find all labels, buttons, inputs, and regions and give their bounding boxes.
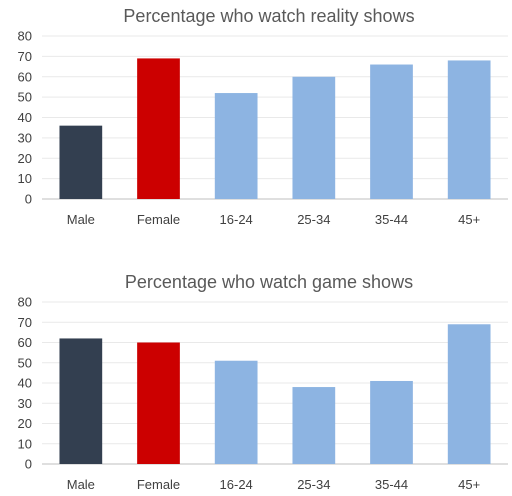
bar-male xyxy=(59,125,103,199)
x-category-label: 25-34 xyxy=(297,477,330,492)
y-tick-label: 70 xyxy=(18,315,32,330)
bar-25-34 xyxy=(292,76,336,199)
y-tick-label: 30 xyxy=(18,130,32,145)
reality-shows-chart: Percentage who watch reality shows 0 10 20 3… xyxy=(18,6,508,227)
y-tick-label: 40 xyxy=(18,376,32,391)
bar-female xyxy=(137,342,180,464)
game-shows-chart: Percentage who watch game shows 0 10 20 30 40… xyxy=(18,272,508,492)
y-tick-label: 70 xyxy=(18,49,32,64)
y-tick-label: 10 xyxy=(18,171,32,186)
chart-title: Percentage who watch reality shows xyxy=(123,6,414,26)
y-tick-label: 30 xyxy=(18,396,32,411)
bar-45- xyxy=(447,60,491,200)
y-tick-label: 60 xyxy=(18,69,32,84)
bar-35-44 xyxy=(370,380,413,464)
x-category-label: 35-44 xyxy=(375,212,408,227)
x-category-label: 35-44 xyxy=(375,477,408,492)
x-category-label: 16-24 xyxy=(220,212,253,227)
bar-female xyxy=(137,58,180,199)
y-tick-label: 20 xyxy=(18,151,32,166)
y-tick-label: 60 xyxy=(18,335,32,350)
x-category-label: Female xyxy=(137,212,180,227)
y-tick-label: 80 xyxy=(18,295,32,310)
y-tick-label: 10 xyxy=(18,436,32,451)
x-category-label: 16-24 xyxy=(220,477,253,492)
bar-male xyxy=(59,338,103,464)
x-category-label: Male xyxy=(67,477,95,492)
y-tick-label: 40 xyxy=(18,110,32,125)
bar-45- xyxy=(447,324,491,464)
x-category-label: 45+ xyxy=(458,477,480,492)
y-tick-label: 0 xyxy=(25,457,32,472)
y-tick-label: 50 xyxy=(18,90,32,105)
x-category-label: Female xyxy=(137,477,180,492)
bar-16-24 xyxy=(214,360,258,464)
bar-16-24 xyxy=(214,93,258,199)
x-category-label: Male xyxy=(67,212,95,227)
chart-title: Percentage who watch game shows xyxy=(125,272,413,292)
x-category-label: 45+ xyxy=(458,212,480,227)
bar-35-44 xyxy=(370,64,413,200)
y-tick-label: 0 xyxy=(25,192,32,207)
y-tick-label: 20 xyxy=(18,416,32,431)
y-tick-label: 50 xyxy=(18,355,32,370)
x-category-label: 25-34 xyxy=(297,212,330,227)
y-tick-label: 80 xyxy=(18,29,32,44)
bar-25-34 xyxy=(292,387,336,464)
